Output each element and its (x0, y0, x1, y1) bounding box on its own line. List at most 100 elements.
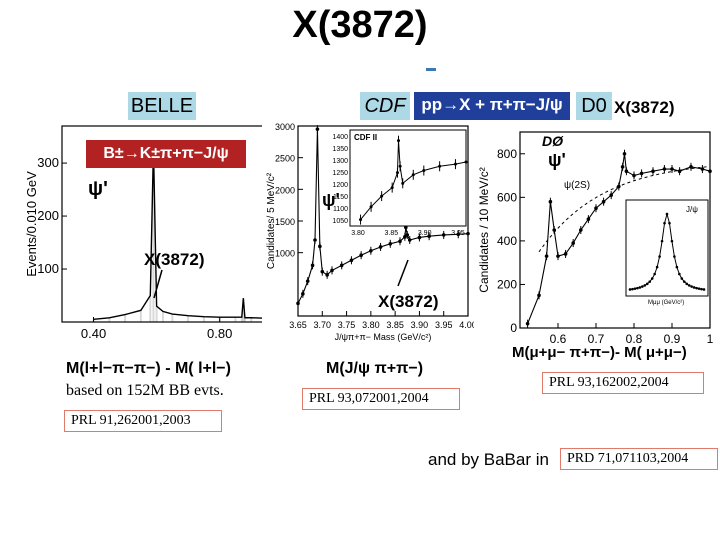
inset-x-tick-label: 3.90 (418, 230, 432, 237)
data-point (586, 217, 591, 221)
data-point (594, 206, 598, 211)
belle-mass-formula: M(l+l−π−π−) - M( l+l−) (66, 360, 231, 377)
d0-chart: 0 200 400 600 800 0.6 0.7 0.8 0.9 1 Candidates / 1… (477, 131, 714, 346)
data-point (700, 167, 705, 171)
data-point (315, 127, 320, 131)
inset-frame (625, 199, 709, 297)
data-point (537, 293, 541, 298)
y-tick-label: 1000 (275, 249, 295, 259)
data-point (579, 228, 583, 232)
y-tick-label: 100 (37, 261, 59, 276)
inset-peak-curve (629, 212, 705, 290)
data-point (620, 165, 625, 169)
inset-curve (360, 140, 467, 220)
data-point (601, 199, 606, 204)
plot-frame (519, 131, 711, 329)
data-point (632, 173, 636, 178)
y-tick-label: 200 (497, 277, 517, 291)
data-point (441, 233, 446, 237)
histogram-bar (250, 317, 253, 322)
inset-data-point (628, 288, 632, 291)
data-point (689, 165, 693, 169)
d0-panel: 0 200 400 600 800 0.6 0.7 0.8 0.9 1 Candidates / 1… (476, 124, 716, 348)
histogram-bar (240, 317, 243, 322)
x-tick-label: 3.85 (386, 320, 404, 330)
data-point (305, 279, 310, 283)
inset-y-tick-label: 1250 (332, 170, 348, 177)
data-point (466, 231, 470, 236)
data-point (398, 239, 402, 244)
histogram-bar (202, 316, 205, 322)
y-tick-label: 800 (497, 147, 517, 161)
data-point (325, 273, 329, 277)
data-point (525, 321, 530, 326)
data-point (651, 169, 655, 173)
x-tick-label: 0.9 (664, 332, 681, 346)
inset-y-tick-label: 1350 (332, 146, 348, 153)
x-tick-label: 3.65 (289, 320, 307, 330)
inset-y-tick-label: 1300 (332, 158, 348, 165)
x-tick-label: 0.7 (588, 332, 605, 346)
data-point (662, 167, 667, 171)
data-point (556, 254, 560, 258)
data-point (301, 292, 305, 296)
cdf-panel: 1000 1500 2000 2500 3000 3.65 3.70 3.75 3.80 3.85… (262, 120, 477, 348)
data-point (318, 244, 322, 249)
data-point (405, 233, 410, 237)
histogram-bar (161, 311, 164, 322)
inset-x-label: Mμμ (GeV/c²) (648, 300, 684, 306)
inset-x-tick-label: 3.80 (351, 230, 365, 237)
inset-data-point (702, 288, 706, 291)
histogram-bar (234, 317, 237, 322)
x-tick-label: 3.80 (362, 320, 380, 330)
histogram-bar (152, 147, 155, 322)
histogram-bar (124, 314, 127, 322)
y-tick-label: 200 (37, 208, 59, 223)
inset-x-tick-label: 3.95 (451, 230, 465, 237)
data-point (571, 241, 575, 245)
histogram-bar (92, 319, 95, 322)
data-point (407, 238, 412, 242)
belle-citation: PRL 91,262001,2003 (64, 410, 222, 432)
d0-mass-formula: M(μ+μ− π+π−)- M( μ+μ−) (512, 344, 687, 361)
legend-psi2s: ψ(2S) (564, 180, 590, 191)
d0-psi-label: ψ' (548, 150, 566, 170)
d0-citation: PRL 93,162002,2004 (542, 372, 704, 394)
inset-y-tick-label: 1200 (332, 182, 348, 189)
x-tick-label: 0.40 (81, 326, 106, 341)
histogram-bar (108, 317, 111, 322)
y-tick-label: 2000 (275, 185, 295, 195)
y-tick-label: 300 (37, 155, 59, 170)
inset-y-tick-label: 1400 (332, 134, 348, 141)
data-point (378, 245, 383, 249)
x-tick-label: 3.90 (411, 320, 429, 330)
data-point (609, 193, 613, 197)
data-point (339, 263, 344, 268)
belle-label: BELLE (128, 92, 196, 120)
y-tick-label: 1500 (275, 217, 295, 227)
x-tick-label: 3.70 (314, 320, 332, 330)
x3872-arrow (397, 259, 409, 287)
y-axis-label: Candidates / 10 MeV/c² (477, 167, 491, 292)
belle-psi-label: ψ' (88, 178, 108, 200)
data-point (622, 151, 627, 156)
x-tick-label: 4.00 (459, 320, 474, 330)
histogram-line (93, 147, 268, 321)
data-point (544, 254, 549, 258)
belle-events-text: based on 152M BB evts. (66, 382, 224, 399)
inset-y-tick-label: 1150 (333, 194, 348, 201)
data-point (369, 248, 373, 253)
y-tick-label: 3000 (275, 122, 295, 132)
data-point (313, 238, 317, 242)
x-tick-label: 0.80 (207, 326, 232, 341)
x-tick-label: 3.95 (435, 320, 453, 330)
data-point (388, 242, 393, 246)
belle-chart: 100 200 300 0.40 0.80 Events/0.010 GeV (24, 125, 268, 341)
cdf-psi-label: ψ' (322, 190, 340, 210)
x-tick-label: 1 (707, 332, 714, 346)
background-curve (538, 165, 711, 253)
x-axis-label: J/ψπ+π− Mass (GeV/c²) (335, 332, 432, 342)
histogram-bar (218, 317, 221, 322)
legend-d0: DØ (542, 133, 564, 149)
histogram-bar (155, 306, 158, 322)
